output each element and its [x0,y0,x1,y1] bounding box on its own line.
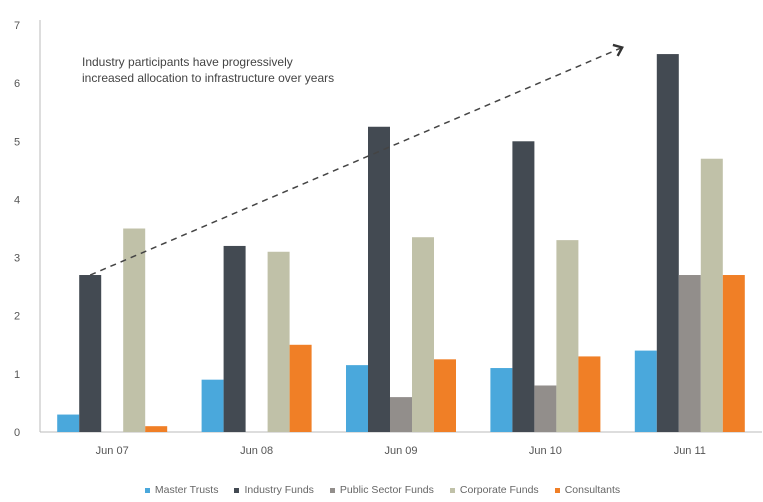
bar [223,245,246,432]
x-tick-label: Jun 07 [96,445,129,457]
bar [123,228,146,432]
y-tick-label: 2 [14,311,20,323]
trend-arrow [89,43,624,276]
legend-swatch [234,487,240,493]
bar [634,350,657,432]
annotation-line-1: Industry participants have progressively [82,55,293,69]
bar [145,426,168,432]
y-axis-ticks: 0 1 2 3 4 5 6 7 [14,20,20,439]
bar [57,414,80,432]
y-tick-label: 4 [14,194,20,206]
x-tick-label: Jun 11 [674,445,706,457]
bar [678,275,701,432]
y-tick-label: 1 [14,369,20,381]
bar [346,365,368,432]
y-tick-label: 7 [14,20,20,32]
legend-swatch [329,487,335,493]
bar [289,344,312,432]
x-tick-label: Jun 10 [529,445,562,457]
bar [267,251,290,432]
legend-item: Corporate Funds [449,484,539,496]
legend-label: Public Sector Funds [339,484,434,496]
bar [578,356,601,432]
x-tick-label: Jun 09 [384,445,417,457]
y-tick-label: 3 [14,253,20,265]
legend: Master Trusts Industry Funds Public Sector… [10,484,755,496]
legend-item: Industry Funds [234,484,314,496]
bar [390,397,412,432]
legend-item: Public Sector Funds [329,484,434,496]
bar [434,359,456,432]
bar [512,141,535,433]
legend-label: Industry Funds [244,484,314,496]
bar [722,275,745,432]
x-tick-label: Jun 08 [240,445,273,457]
legend-label: Master Trusts [154,484,219,496]
bar [79,275,102,432]
bar [368,126,390,432]
bar [700,158,723,432]
legend-swatch [144,487,150,493]
y-tick-label: 0 [14,427,20,439]
x-axis-ticks: Jun 07 Jun 08 Jun 09 Jun 10 Jun 11 [96,445,706,457]
y-tick-label: 6 [14,78,20,90]
bar [201,379,224,432]
annotation-line-2: increased allocation to infrastructure o… [82,71,334,85]
bar [656,54,679,432]
bar [534,385,557,432]
legend-item: Master Trusts [144,484,219,496]
legend-item: Consultants [554,484,621,496]
legend-swatch [554,487,560,493]
legend-label: Corporate Funds [459,484,539,496]
legend-swatch [449,487,455,493]
legend-label: Consultants [564,484,621,496]
bars-group [57,54,745,433]
bar [556,240,579,432]
y-tick-label: 5 [14,136,20,148]
bar [490,368,513,432]
bar [412,237,434,432]
